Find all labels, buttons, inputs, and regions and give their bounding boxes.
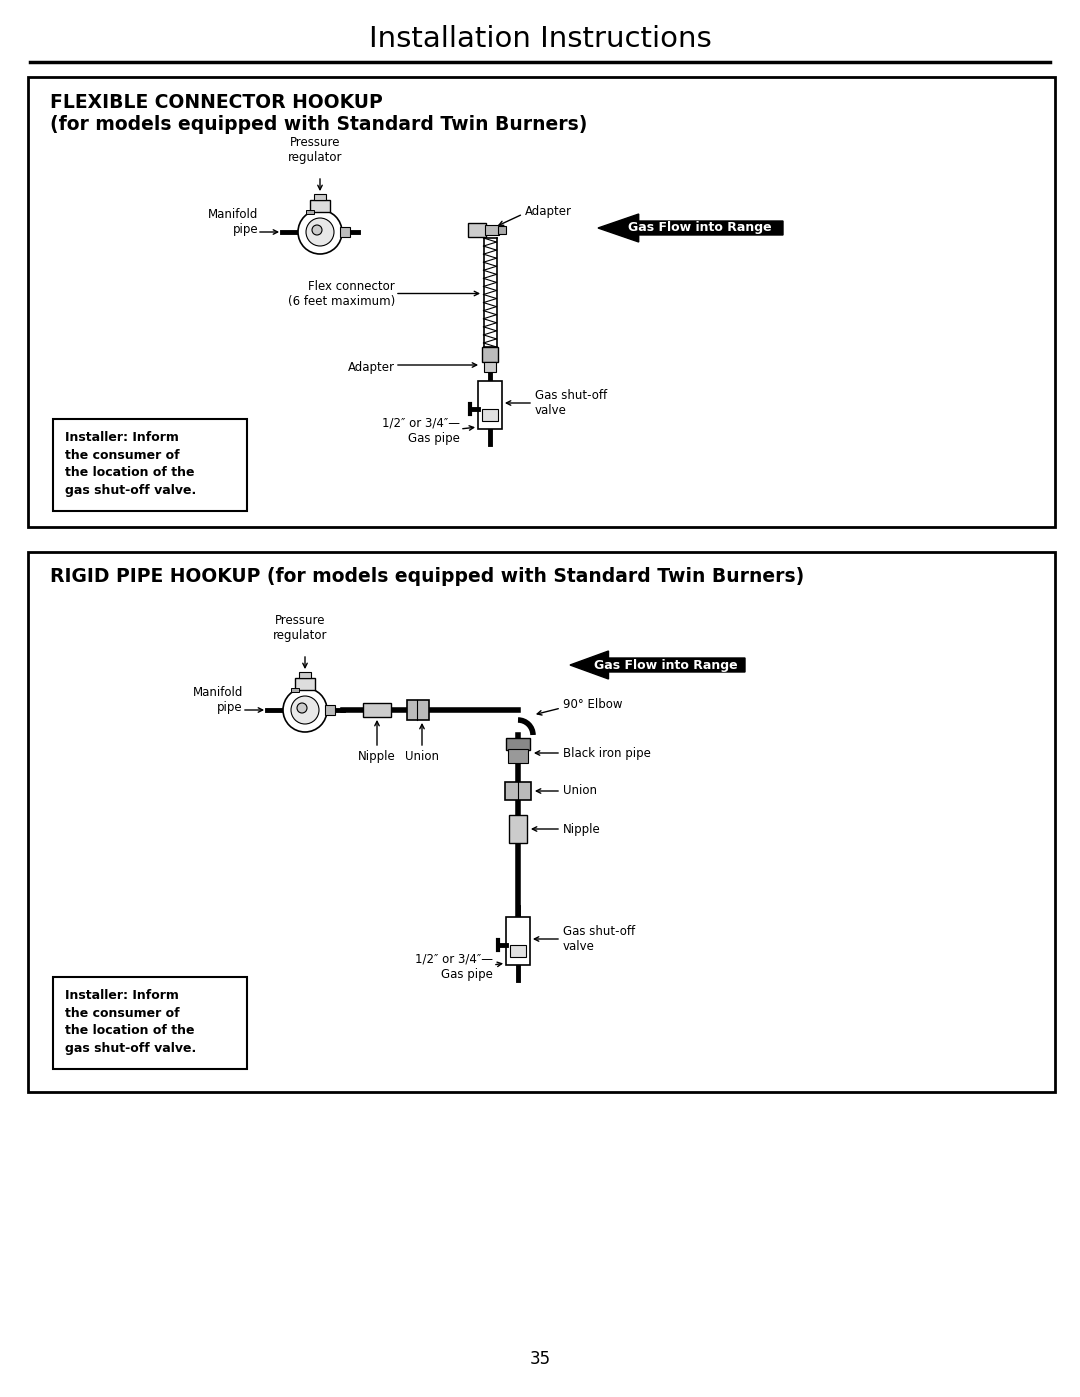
Circle shape <box>298 210 342 254</box>
Bar <box>482 409 498 420</box>
Circle shape <box>306 218 334 246</box>
Text: Installer: Inform
the consumer of
the location of the
gas shut-off valve.: Installer: Inform the consumer of the lo… <box>65 432 197 497</box>
Bar <box>509 814 527 842</box>
Text: Flex connector
(6 feet maximum): Flex connector (6 feet maximum) <box>287 279 395 307</box>
Bar <box>299 672 311 678</box>
Text: Nipple: Nipple <box>563 823 600 835</box>
Text: Manifold
pipe: Manifold pipe <box>192 686 243 714</box>
Bar <box>478 381 502 429</box>
Bar <box>507 738 530 750</box>
FancyBboxPatch shape <box>53 419 247 511</box>
Text: Installer: Inform
the consumer of
the location of the
gas shut-off valve.: Installer: Inform the consumer of the lo… <box>65 989 197 1055</box>
FancyBboxPatch shape <box>468 224 486 237</box>
Bar <box>310 200 330 212</box>
Bar <box>314 194 326 200</box>
Text: Black iron pipe: Black iron pipe <box>563 746 651 760</box>
Bar <box>407 700 429 719</box>
Text: Adapter: Adapter <box>348 360 395 373</box>
Polygon shape <box>598 214 783 242</box>
Bar <box>510 944 526 957</box>
Text: Pressure
regulator: Pressure regulator <box>287 136 342 163</box>
Text: RIGID PIPE HOOKUP (for models equipped with Standard Twin Burners): RIGID PIPE HOOKUP (for models equipped w… <box>50 567 805 587</box>
Bar <box>482 346 498 362</box>
Text: Adapter: Adapter <box>525 205 572 218</box>
Text: Gas Flow into Range: Gas Flow into Range <box>594 658 738 672</box>
FancyBboxPatch shape <box>28 552 1055 1092</box>
Text: 1/2″ or 3/4″—
Gas pipe: 1/2″ or 3/4″— Gas pipe <box>382 416 460 446</box>
Text: 35: 35 <box>529 1350 551 1368</box>
Circle shape <box>291 696 319 724</box>
Text: Gas Flow into Range: Gas Flow into Range <box>627 222 771 235</box>
Bar <box>508 749 528 763</box>
Bar <box>507 916 530 965</box>
Bar <box>325 705 335 715</box>
Text: Pressure
regulator: Pressure regulator <box>273 615 327 643</box>
Circle shape <box>283 687 327 732</box>
Text: 1/2″ or 3/4″—
Gas pipe: 1/2″ or 3/4″— Gas pipe <box>415 953 492 981</box>
Text: Union: Union <box>563 785 597 798</box>
Bar <box>340 226 350 237</box>
Text: Installation Instructions: Installation Instructions <box>368 25 712 53</box>
Text: Nipple: Nipple <box>359 750 396 763</box>
Text: Manifold
pipe: Manifold pipe <box>207 208 258 236</box>
Polygon shape <box>570 651 745 679</box>
Bar <box>498 226 507 235</box>
Text: 90° Elbow: 90° Elbow <box>563 698 622 711</box>
Text: (for models equipped with Standard Twin Burners): (for models equipped with Standard Twin … <box>50 116 588 134</box>
FancyBboxPatch shape <box>53 977 247 1069</box>
Bar <box>295 678 315 690</box>
Bar <box>505 782 531 800</box>
Circle shape <box>312 225 322 235</box>
Bar <box>291 687 299 692</box>
FancyBboxPatch shape <box>28 77 1055 527</box>
Bar <box>363 703 391 717</box>
Text: FLEXIBLE CONNECTOR HOOKUP: FLEXIBLE CONNECTOR HOOKUP <box>50 92 382 112</box>
Text: Gas shut-off
valve: Gas shut-off valve <box>563 925 635 953</box>
Bar <box>485 225 499 235</box>
Bar <box>484 362 496 372</box>
Bar <box>306 210 314 214</box>
Circle shape <box>297 703 307 712</box>
Text: Gas shut-off
valve: Gas shut-off valve <box>535 388 607 416</box>
Text: Union: Union <box>405 750 438 763</box>
